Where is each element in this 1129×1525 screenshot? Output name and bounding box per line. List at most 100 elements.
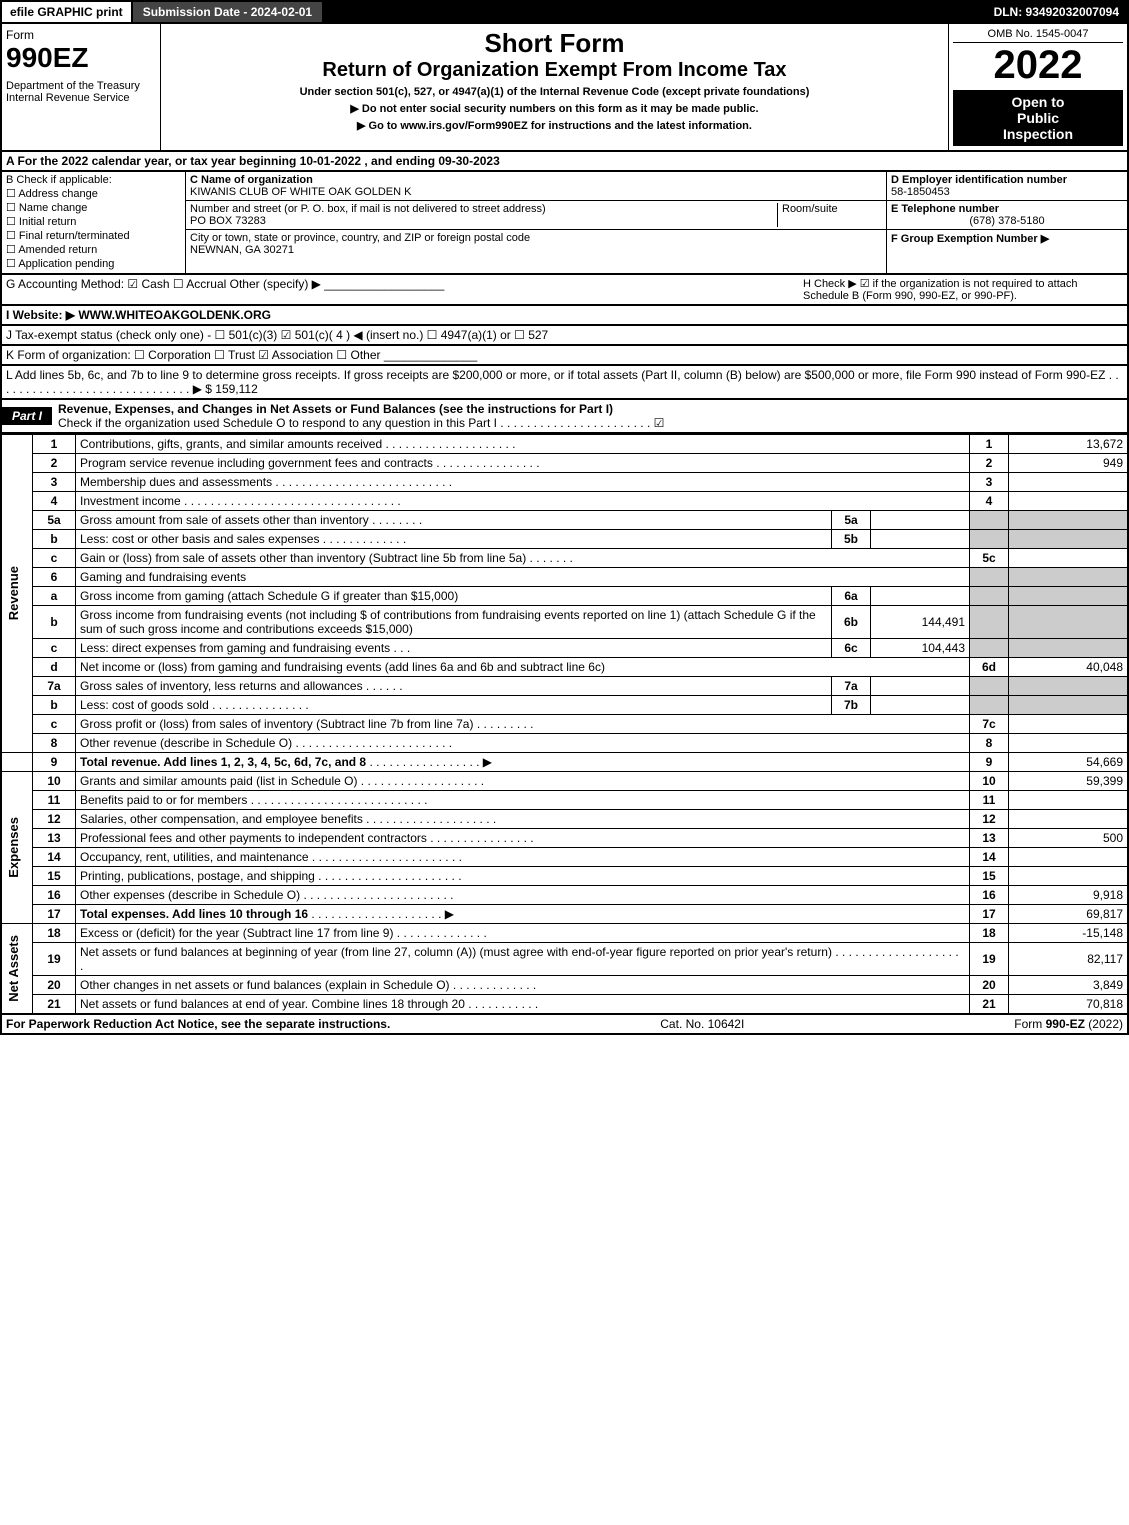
top-bar: efile GRAPHIC print Submission Date - 20…	[0, 0, 1129, 24]
line-1: Revenue 1 Contributions, gifts, grants, …	[1, 435, 1128, 454]
section-j: J Tax-exempt status (check only one) - ☐…	[0, 326, 1129, 346]
val-6c: 104,443	[871, 639, 970, 658]
chk-app-pending[interactable]: ☐ Application pending	[6, 257, 181, 270]
line-16: 16 Other expenses (describe in Schedule …	[1, 886, 1128, 905]
part-1-tab: Part I	[2, 407, 52, 425]
line-10: Expenses 10 Grants and similar amounts p…	[1, 772, 1128, 791]
e-label: E Telephone number	[891, 203, 999, 215]
amt-19: 82,117	[1009, 943, 1129, 976]
c-name-label: C Name of organization	[190, 174, 313, 186]
line-7a: 7a Gross sales of inventory, less return…	[1, 677, 1128, 696]
line-4: 4 Investment income . . . . . . . . . . …	[1, 492, 1128, 511]
line-8: 8 Other revenue (describe in Schedule O)…	[1, 734, 1128, 753]
amt-6d: 40,048	[1009, 658, 1129, 677]
section-g: G Accounting Method: ☑ Cash ☐ Accrual Ot…	[6, 277, 803, 302]
section-b-to-f: B Check if applicable: ☐ Address change …	[0, 172, 1129, 275]
section-i[interactable]: I Website: ▶ WWW.WHITEOAKGOLDENK.ORG	[0, 306, 1129, 326]
line-19: 19 Net assets or fund balances at beginn…	[1, 943, 1128, 976]
line-6c: c Less: direct expenses from gaming and …	[1, 639, 1128, 658]
line-6: 6 Gaming and fundraising events	[1, 568, 1128, 587]
line-11: 11 Benefits paid to or for members . . .…	[1, 791, 1128, 810]
phone: (678) 378-5180	[891, 215, 1123, 227]
amt-2: 949	[1009, 454, 1129, 473]
efile-chip: efile GRAPHIC print	[2, 2, 133, 22]
subtitle: Return of Organization Exempt From Incom…	[165, 59, 944, 82]
goto-link[interactable]: ▶ Go to www.irs.gov/Form990EZ for instru…	[165, 119, 944, 132]
under: Under section 501(c), 527, or 4947(a)(1)…	[165, 86, 944, 98]
line-20: 20 Other changes in net assets or fund b…	[1, 976, 1128, 995]
form-number: 990EZ	[6, 42, 156, 74]
line-6a: a Gross income from gaming (attach Sched…	[1, 587, 1128, 606]
page-footer: For Paperwork Reduction Act Notice, see …	[0, 1015, 1129, 1035]
ein: 58-1850453	[891, 186, 950, 198]
f-label: F Group Exemption Number ▶	[891, 233, 1049, 245]
section-h: H Check ▶ ☑ if the organization is not r…	[803, 277, 1123, 302]
footer-left: For Paperwork Reduction Act Notice, see …	[6, 1017, 390, 1031]
line-17: 17 Total expenses. Add lines 10 through …	[1, 905, 1128, 924]
revenue-side-label: Revenue	[6, 566, 21, 620]
line-6d: d Net income or (loss) from gaming and f…	[1, 658, 1128, 677]
line-7b: b Less: cost of goods sold . . . . . . .…	[1, 696, 1128, 715]
line-15: 15 Printing, publications, postage, and …	[1, 867, 1128, 886]
chk-address-change[interactable]: ☐ Address change	[6, 187, 181, 200]
part-1-header: Part I Revenue, Expenses, and Changes in…	[0, 400, 1129, 434]
chk-amended[interactable]: ☐ Amended return	[6, 243, 181, 256]
section-l: L Add lines 5b, 6c, and 7b to line 9 to …	[0, 366, 1129, 400]
amt-10: 59,399	[1009, 772, 1129, 791]
chk-final-return[interactable]: ☐ Final return/terminated	[6, 229, 181, 242]
section-k: K Form of organization: ☐ Corporation ☐ …	[0, 346, 1129, 366]
c-street-label: Number and street (or P. O. box, if mail…	[190, 203, 546, 215]
section-a: A For the 2022 calendar year, or tax yea…	[0, 152, 1129, 172]
amt-13: 500	[1009, 829, 1129, 848]
net-assets-side-label: Net Assets	[6, 935, 21, 1002]
line-7c: c Gross profit or (loss) from sales of i…	[1, 715, 1128, 734]
amt-3	[1009, 473, 1129, 492]
footer-right: Form 990-EZ (2022)	[1014, 1017, 1123, 1031]
line-6b: b Gross income from fundraising events (…	[1, 606, 1128, 639]
amt-8	[1009, 734, 1129, 753]
part-1-check: Check if the organization used Schedule …	[58, 416, 664, 430]
b-label: B Check if applicable:	[6, 174, 112, 186]
amt-16: 9,918	[1009, 886, 1129, 905]
line-14: 14 Occupancy, rent, utilities, and maint…	[1, 848, 1128, 867]
amt-21: 70,818	[1009, 995, 1129, 1015]
amt-7c	[1009, 715, 1129, 734]
amt-1: 13,672	[1009, 435, 1129, 454]
amt-17: 69,817	[1009, 905, 1129, 924]
room-label: Room/suite	[782, 203, 838, 215]
form-word: Form	[6, 28, 156, 42]
title: Short Form	[165, 28, 944, 59]
line-13: 13 Professional fees and other payments …	[1, 829, 1128, 848]
dln: DLN: 93492032007094	[986, 2, 1127, 22]
line-18: Net Assets 18 Excess or (deficit) for th…	[1, 924, 1128, 943]
val-6b: 144,491	[871, 606, 970, 639]
amt-20: 3,849	[1009, 976, 1129, 995]
line-5a: 5a Gross amount from sale of assets othe…	[1, 511, 1128, 530]
form-header: Form 990EZ Department of the Treasury In…	[0, 24, 1129, 152]
omb: OMB No. 1545-0047	[953, 28, 1123, 43]
line-5b: b Less: cost or other basis and sales ex…	[1, 530, 1128, 549]
line-9: 9 Total revenue. Add lines 1, 2, 3, 4, 5…	[1, 753, 1128, 772]
chk-initial-return[interactable]: ☐ Initial return	[6, 215, 181, 228]
part-1-title: Revenue, Expenses, and Changes in Net As…	[58, 402, 613, 416]
line-5c: c Gain or (loss) from sale of assets oth…	[1, 549, 1128, 568]
org-city: NEWNAN, GA 30271	[190, 244, 294, 256]
amt-5c	[1009, 549, 1129, 568]
warn: ▶ Do not enter social security numbers o…	[165, 102, 944, 115]
line-2: 2 Program service revenue including gove…	[1, 454, 1128, 473]
tax-year: 2022	[953, 43, 1123, 88]
chk-name-change[interactable]: ☐ Name change	[6, 201, 181, 214]
amt-4	[1009, 492, 1129, 511]
c-city-label: City or town, state or province, country…	[190, 232, 530, 244]
amt-9: 54,669	[1009, 753, 1129, 772]
part-1-table: Revenue 1 Contributions, gifts, grants, …	[0, 434, 1129, 1015]
submission-date-chip: Submission Date - 2024-02-01	[133, 2, 324, 22]
line-12: 12 Salaries, other compensation, and emp…	[1, 810, 1128, 829]
expenses-side-label: Expenses	[6, 817, 21, 878]
amt-18: -15,148	[1009, 924, 1129, 943]
org-street: PO BOX 73283	[190, 215, 266, 227]
dept: Department of the Treasury Internal Reve…	[6, 80, 156, 104]
d-label: D Employer identification number	[891, 174, 1067, 186]
line-21: 21 Net assets or fund balances at end of…	[1, 995, 1128, 1015]
org-name: KIWANIS CLUB OF WHITE OAK GOLDEN K	[190, 186, 411, 198]
